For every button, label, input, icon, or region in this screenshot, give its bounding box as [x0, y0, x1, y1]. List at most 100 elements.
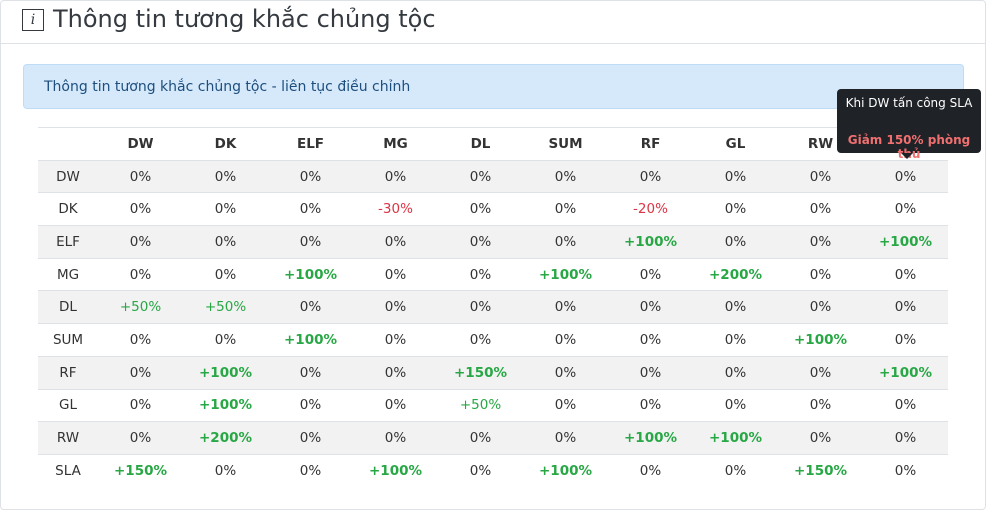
- table-cell: 0%: [98, 159, 183, 193]
- table-cell: 0%: [778, 388, 863, 422]
- table-cell: 0%: [778, 225, 863, 259]
- row-header: ELF: [38, 225, 98, 259]
- table-cell: 0%: [268, 290, 353, 324]
- table-cell: 0%: [268, 421, 353, 455]
- table-cell: 0%: [778, 159, 863, 193]
- row-header: DL: [38, 290, 98, 324]
- table-cell: 0%: [268, 388, 353, 422]
- table-cell: 0%: [693, 355, 778, 389]
- table-cell: +100%: [863, 225, 948, 259]
- table-cell: 0%: [523, 225, 608, 259]
- table-cell: 0%: [438, 225, 523, 259]
- table-cell: +50%: [98, 290, 183, 324]
- table-row: RW 0% +200% 0% 0% 0% 0% +100% +100% 0% 0%: [38, 421, 948, 455]
- column-header: GL: [693, 127, 778, 161]
- table-cell: +150%: [438, 355, 523, 389]
- table-cell: +150%: [98, 453, 183, 487]
- table-cell: 0%: [183, 323, 268, 357]
- table-cell: 0%: [693, 192, 778, 226]
- table-cell: +200%: [693, 257, 778, 291]
- column-header: DL: [438, 127, 523, 161]
- row-header: DW: [38, 159, 98, 193]
- table-cell: 0%: [863, 257, 948, 291]
- table-cell: 0%: [438, 453, 523, 487]
- table-cell: +100%: [523, 257, 608, 291]
- table-cell: 0%: [268, 159, 353, 193]
- table-cell: 0%: [183, 257, 268, 291]
- table-cell: 0%: [353, 323, 438, 357]
- row-header: MG: [38, 257, 98, 291]
- table-cell: 0%: [693, 388, 778, 422]
- table-cell: +100%: [693, 421, 778, 455]
- table-cell: 0%: [693, 225, 778, 259]
- table-cell: +100%: [268, 257, 353, 291]
- table-cell: 0%: [98, 421, 183, 455]
- table-cell: 0%: [608, 355, 693, 389]
- table-cell: 0%: [863, 453, 948, 487]
- table-cell: 0%: [693, 159, 778, 193]
- table-cell: 0%: [353, 388, 438, 422]
- column-header: DW: [98, 127, 183, 161]
- table-cell: 0%: [523, 421, 608, 455]
- row-header: RF: [38, 355, 98, 389]
- table-cell: 0%: [353, 355, 438, 389]
- table-cell: 0%: [353, 290, 438, 324]
- table-cell: 0%: [608, 453, 693, 487]
- table-cell: +50%: [438, 388, 523, 422]
- table-cell: 0%: [608, 388, 693, 422]
- table-cell: +200%: [183, 421, 268, 455]
- table-cell: 0%: [183, 225, 268, 259]
- table-cell: 0%: [98, 225, 183, 259]
- row-header: RW: [38, 421, 98, 455]
- table-cell: 0%: [693, 290, 778, 324]
- table-cell: 0%: [523, 388, 608, 422]
- table-cell: 0%: [268, 453, 353, 487]
- table-cell: 0%: [183, 192, 268, 226]
- table-cell: 0%: [778, 421, 863, 455]
- table-cell: 0%: [183, 453, 268, 487]
- table-cell: 0%: [98, 388, 183, 422]
- table-cell: 0%: [438, 323, 523, 357]
- row-header: GL: [38, 388, 98, 422]
- table-cell: 0%: [438, 421, 523, 455]
- row-header: SUM: [38, 323, 98, 357]
- table-cell: +100%: [353, 453, 438, 487]
- table-cell: 0%: [863, 192, 948, 226]
- column-header: MG: [353, 127, 438, 161]
- table-cell: 0%: [98, 192, 183, 226]
- table-cell: +100%: [608, 421, 693, 455]
- table-cell: 0%: [268, 355, 353, 389]
- header-row: DW DK ELF MG DL SUM RF GL RW: [38, 127, 948, 161]
- table-cell: 0%: [778, 257, 863, 291]
- table-cell: -30%: [353, 192, 438, 226]
- column-header: DK: [183, 127, 268, 161]
- column-header: ELF: [268, 127, 353, 161]
- table-cell: 0%: [778, 355, 863, 389]
- table-cell: 0%: [98, 257, 183, 291]
- table-cell: 0%: [608, 323, 693, 357]
- table-row: ELF 0% 0% 0% 0% 0% 0% +100% 0% 0% +100%: [38, 225, 948, 259]
- title: Thông tin tương khắc chủng tộc: [53, 5, 436, 33]
- table-cell: 0%: [863, 388, 948, 422]
- table-row: DK 0% 0% 0% -30% 0% 0% -20% 0% 0% 0%: [38, 192, 948, 226]
- alert: Thông tin tương khắc chủng tộc - liên tụ…: [23, 64, 964, 109]
- table-cell: 0%: [523, 290, 608, 324]
- table-cell: +100%: [608, 225, 693, 259]
- table-cell: 0%: [438, 290, 523, 324]
- table-cell: 0%: [268, 225, 353, 259]
- table-cell: +100%: [183, 388, 268, 422]
- table-row: GL 0% +100% 0% 0% +50% 0% 0% 0% 0% 0%: [38, 388, 948, 422]
- table-row: DL +50% +50% 0% 0% 0% 0% 0% 0% 0% 0%: [38, 290, 948, 324]
- column-header: SUM: [523, 127, 608, 161]
- table-cell: 0%: [438, 257, 523, 291]
- table-cell: 0%: [608, 257, 693, 291]
- table-cell: 0%: [353, 421, 438, 455]
- table-cell: 0%: [353, 225, 438, 259]
- column-header: RF: [608, 127, 693, 161]
- table-cell: 0%: [863, 159, 948, 193]
- table-cell: -20%: [608, 192, 693, 226]
- table-cell: 0%: [438, 192, 523, 226]
- table-cell: +150%: [778, 453, 863, 487]
